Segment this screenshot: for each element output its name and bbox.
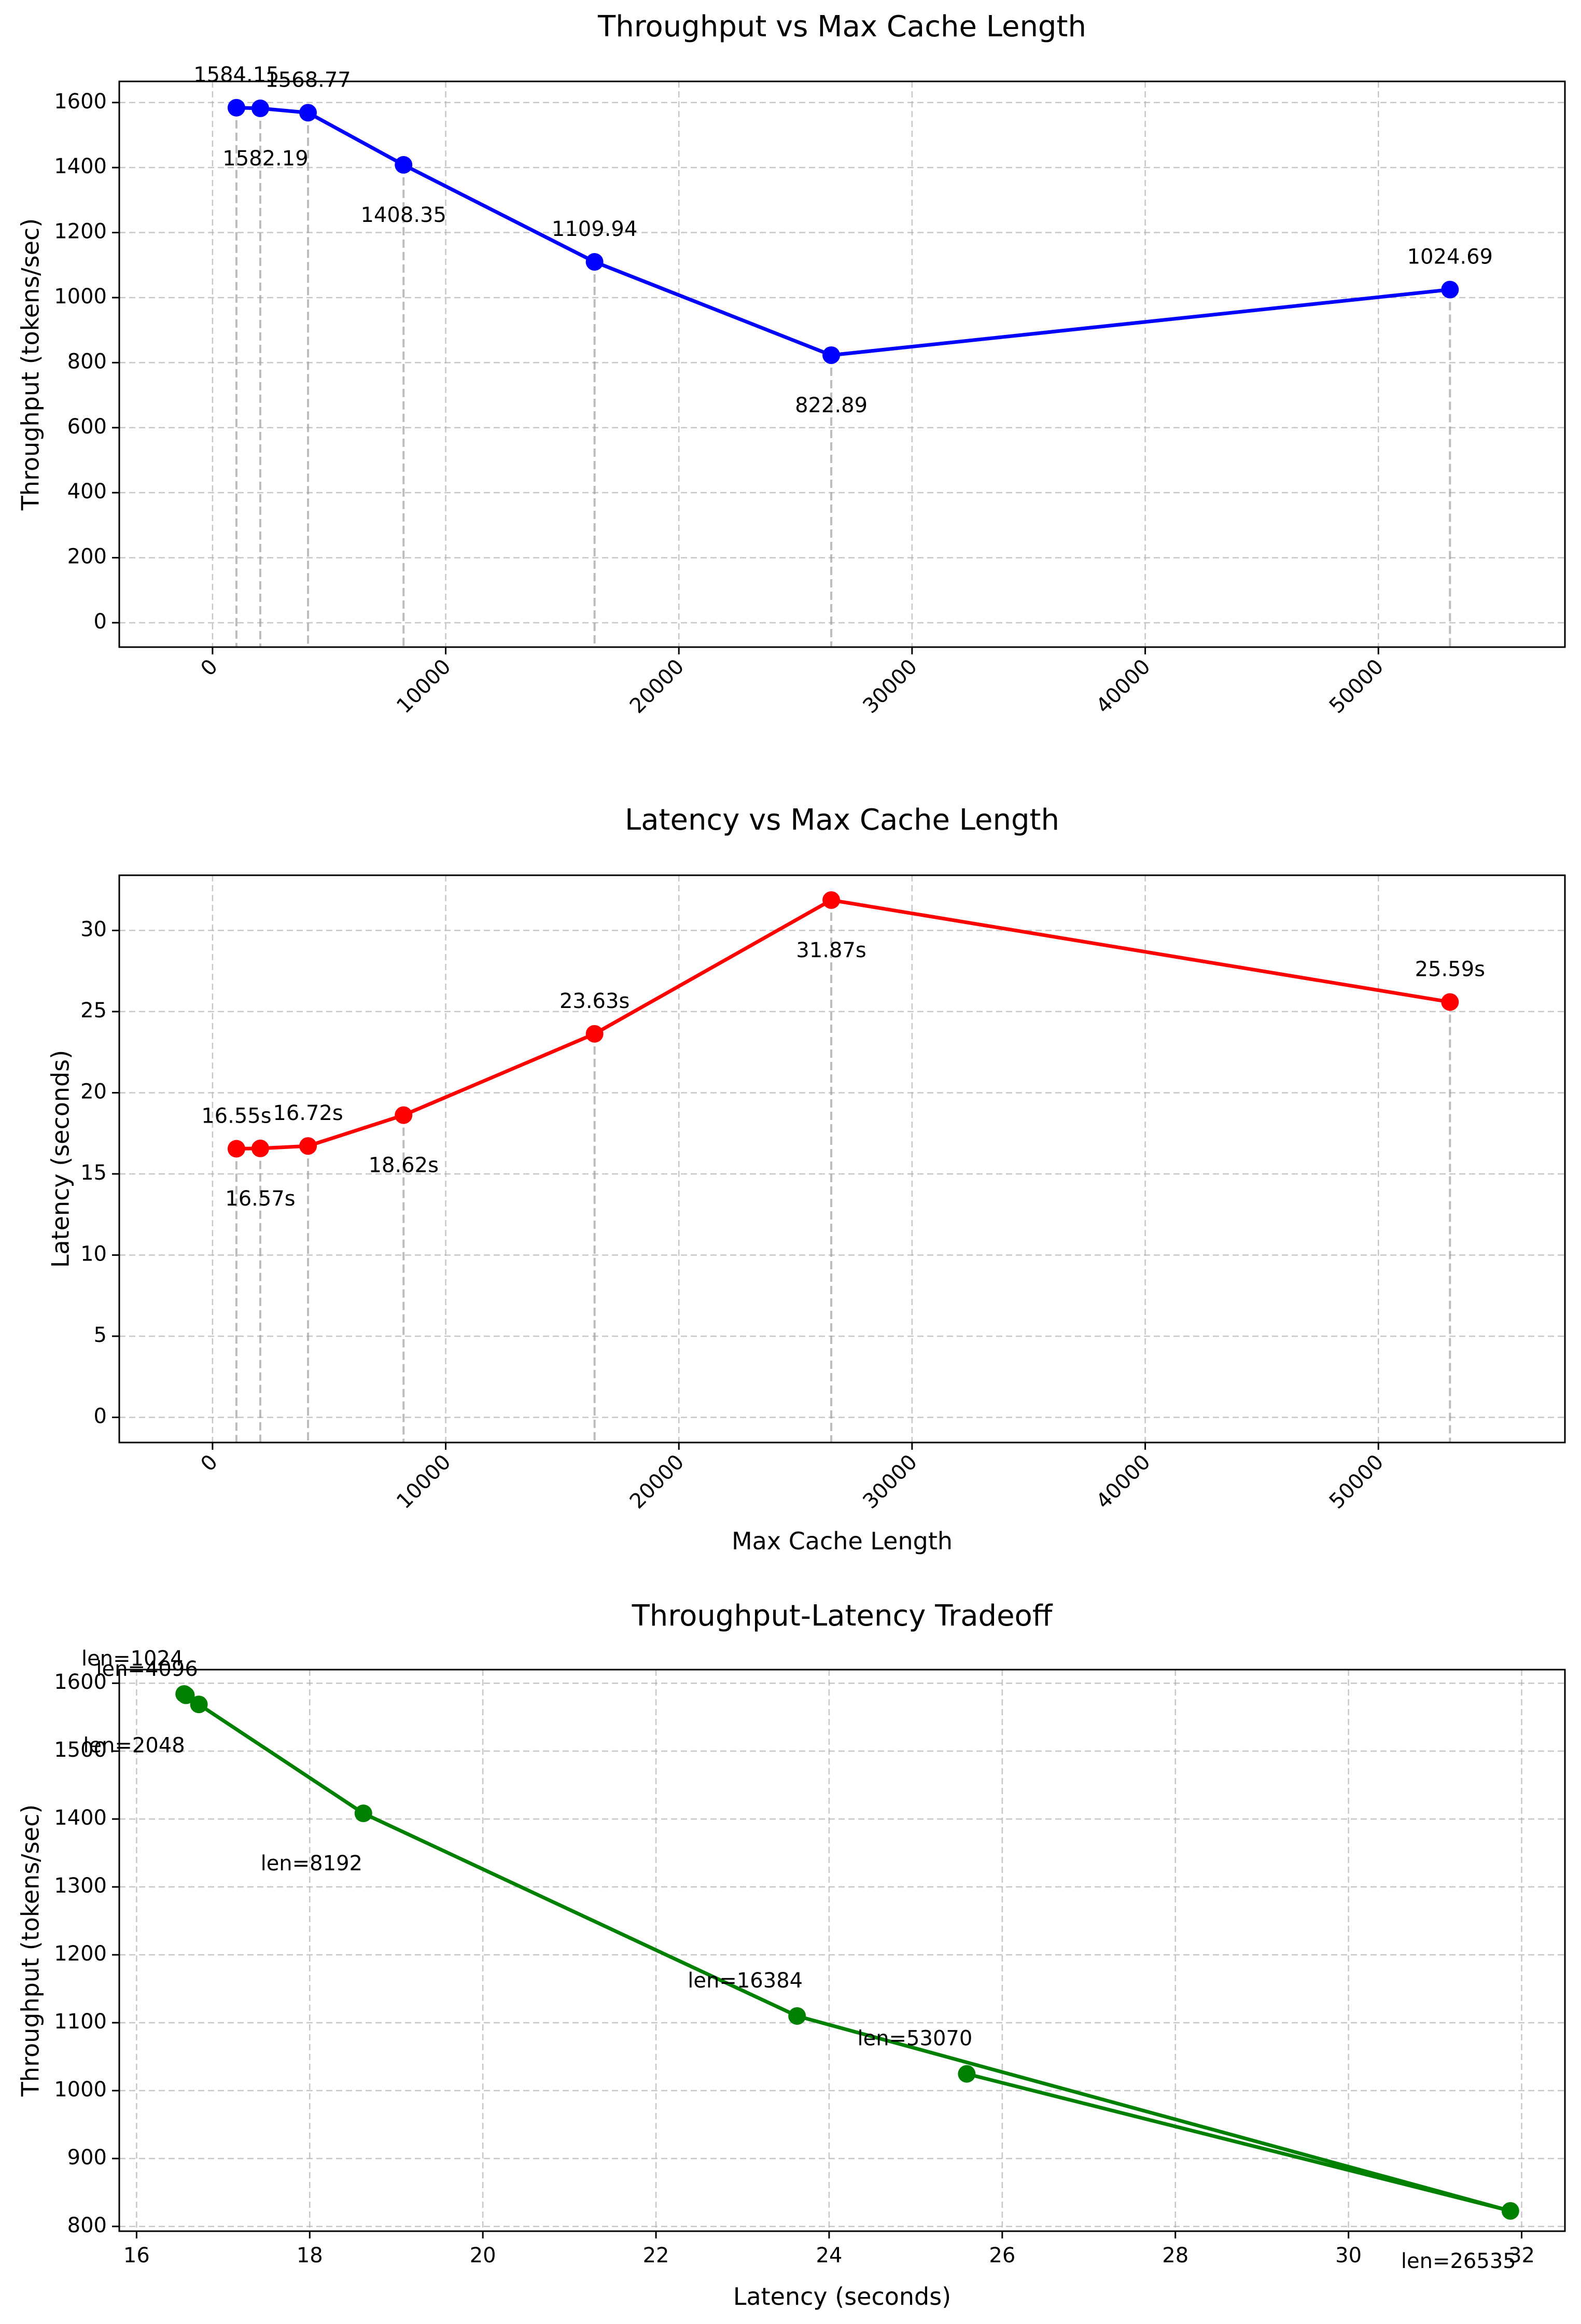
data-label: 16.55s xyxy=(201,1104,271,1128)
x-tick-label: 32 xyxy=(1508,2244,1535,2267)
y-axis-label: Throughput (tokens/sec) xyxy=(17,218,45,511)
y-tick-label: 1500 xyxy=(54,1738,107,1762)
data-point xyxy=(227,1140,245,1158)
plot-frame xyxy=(118,1669,1566,2232)
data-point xyxy=(251,1139,269,1157)
data-label: 18.62s xyxy=(369,1154,439,1178)
x-tick-label: 20 xyxy=(470,2244,496,2267)
data-point xyxy=(299,104,317,122)
data-label: 1408.35 xyxy=(361,203,446,227)
data-point xyxy=(958,2065,976,2083)
y-tick-label: 10 xyxy=(80,1242,107,1266)
data-point xyxy=(788,2007,806,2025)
data-label: len=2048 xyxy=(83,1734,185,1758)
chart-title: Throughput-Latency Tradeoff xyxy=(632,1599,1053,1633)
data-point xyxy=(227,99,245,117)
data-point xyxy=(1441,993,1459,1011)
data-point xyxy=(395,1106,413,1124)
data-point xyxy=(1441,281,1459,299)
y-tick-label: 0 xyxy=(94,1404,107,1428)
y-tick-label: 1600 xyxy=(54,1670,107,1694)
y-tick-label: 1400 xyxy=(54,155,107,178)
data-label: 1582.19 xyxy=(222,147,308,171)
y-tick-label: 25 xyxy=(80,999,107,1023)
x-tick-label: 16 xyxy=(123,2244,150,2267)
data-point xyxy=(822,346,841,365)
y-tick-label: 1200 xyxy=(54,1942,107,1966)
data-point xyxy=(177,1686,195,1704)
chart-title: Latency vs Max Cache Length xyxy=(625,803,1059,837)
x-axis-label: Max Cache Length xyxy=(732,1527,953,1555)
chart-throughput-latency-tradeoff: Throughput-Latency Tradeoff Throughput (… xyxy=(17,1599,1566,2311)
data-label: 822.89 xyxy=(795,394,868,417)
x-tick-label: 22 xyxy=(643,2244,669,2267)
y-tick-label: 1300 xyxy=(54,1874,107,1898)
y-tick-label: 1600 xyxy=(54,90,107,114)
data-label: 31.87s xyxy=(796,939,866,962)
chart-title: Throughput vs Max Cache Length xyxy=(597,10,1086,44)
y-tick-label: 1200 xyxy=(54,220,107,244)
data-label: 23.63s xyxy=(559,989,629,1013)
plot-frame xyxy=(118,80,1566,648)
y-tick-label: 200 xyxy=(67,545,107,569)
y-tick-label: 400 xyxy=(67,480,107,503)
data-label: len=16384 xyxy=(688,1969,803,1993)
x-axis-label: Latency (seconds) xyxy=(733,2283,951,2311)
y-tick-label: 600 xyxy=(67,415,107,439)
y-tick-label: 800 xyxy=(67,2214,107,2237)
y-tick-label: 15 xyxy=(80,1161,107,1185)
data-label: len=4096 xyxy=(96,1657,198,1681)
data-point xyxy=(395,156,413,174)
y-tick-label: 1000 xyxy=(54,2078,107,2102)
data-label: 1584.15 xyxy=(193,63,279,87)
y-tick-label: 5 xyxy=(94,1323,107,1347)
data-point xyxy=(354,1804,372,1823)
plot-frame xyxy=(118,874,1566,1444)
data-label: 1568.77 xyxy=(265,68,351,92)
data-point xyxy=(822,891,841,909)
data-label: 16.72s xyxy=(273,1101,343,1125)
y-tick-label: 20 xyxy=(80,1080,107,1103)
data-label: 1109.94 xyxy=(552,217,637,241)
data-label: len=53070 xyxy=(857,2027,972,2051)
data-point xyxy=(299,1137,317,1155)
y-tick-label: 30 xyxy=(80,917,107,941)
y-axis-label: Throughput (tokens/sec) xyxy=(17,1804,45,2097)
data-point xyxy=(585,253,604,271)
data-point xyxy=(585,1025,604,1043)
y-axis-label: Latency (seconds) xyxy=(47,1050,75,1268)
x-tick-label: 18 xyxy=(297,2244,323,2267)
data-label: len=1024 xyxy=(81,1647,183,1671)
data-label: len=8192 xyxy=(261,1852,362,1875)
data-label: 16.57s xyxy=(225,1187,295,1211)
y-tick-label: 800 xyxy=(67,349,107,373)
data-label: 25.59s xyxy=(1415,957,1485,981)
y-tick-label: 1100 xyxy=(54,2010,107,2034)
y-tick-label: 1400 xyxy=(54,1806,107,1830)
y-tick-label: 900 xyxy=(67,2146,107,2169)
x-tick-label: 26 xyxy=(989,2244,1015,2267)
data-point xyxy=(1501,2202,1519,2220)
data-point xyxy=(190,1696,208,1714)
x-tick-label: 24 xyxy=(816,2244,843,2267)
data-label: len=26535 xyxy=(1401,2249,1516,2273)
y-tick-label: 1000 xyxy=(54,285,107,309)
x-tick-label: 28 xyxy=(1162,2244,1188,2267)
data-label: 1024.69 xyxy=(1407,245,1493,269)
data-point xyxy=(251,99,269,117)
x-tick-label: 30 xyxy=(1335,2244,1362,2267)
y-tick-label: 0 xyxy=(94,610,107,634)
